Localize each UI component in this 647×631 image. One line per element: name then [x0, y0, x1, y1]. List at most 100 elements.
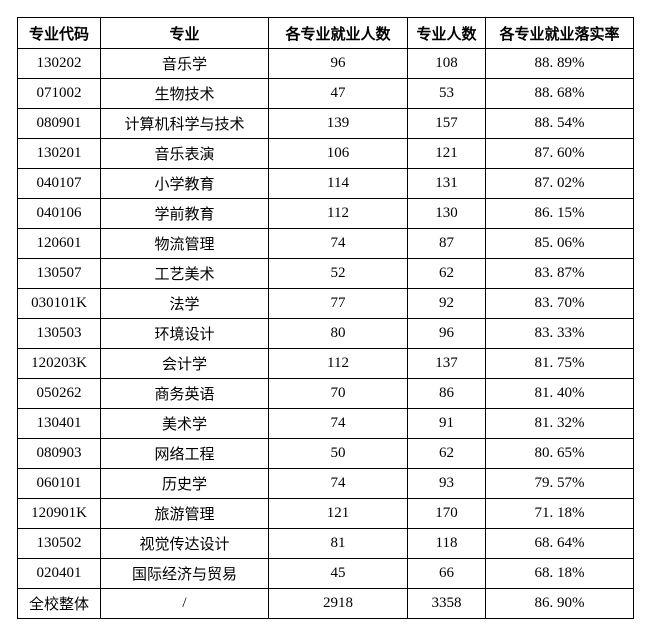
- table-row: 040107 小学教育 114 131 87. 02%: [17, 168, 634, 199]
- cell-total: 62: [407, 438, 486, 469]
- table-row: 030101K 法学 77 92 83. 70%: [17, 288, 634, 319]
- cell-code: 130401: [17, 408, 101, 439]
- cell-rate: 88. 68%: [485, 78, 634, 109]
- col-header-employment-rate: 各专业就业落实率: [485, 17, 634, 49]
- cell-employed: 74: [268, 228, 408, 259]
- cell-major: 网络工程: [100, 438, 269, 469]
- cell-rate: 88. 89%: [485, 48, 634, 79]
- col-header-major-count: 专业人数: [407, 17, 486, 49]
- cell-total: 170: [407, 498, 486, 529]
- cell-total: 92: [407, 288, 486, 319]
- cell-total: 108: [407, 48, 486, 79]
- cell-major: 物流管理: [100, 228, 269, 259]
- col-header-employed-count: 各专业就业人数: [268, 17, 408, 49]
- cell-code: 全校整体: [17, 588, 101, 619]
- cell-code: 050262: [17, 378, 101, 409]
- cell-employed: 139: [268, 108, 408, 139]
- cell-rate: 80. 65%: [485, 438, 634, 469]
- cell-rate: 85. 06%: [485, 228, 634, 259]
- cell-rate: 71. 18%: [485, 498, 634, 529]
- table-row: 020401 国际经济与贸易 45 66 68. 18%: [17, 558, 634, 589]
- cell-major: 美术学: [100, 408, 269, 439]
- cell-major: /: [100, 588, 269, 619]
- cell-rate: 88. 54%: [485, 108, 634, 139]
- cell-employed: 121: [268, 498, 408, 529]
- table-row: 130401 美术学 74 91 81. 32%: [17, 408, 634, 439]
- cell-major: 音乐表演: [100, 138, 269, 169]
- cell-employed: 112: [268, 198, 408, 229]
- cell-employed: 74: [268, 468, 408, 499]
- cell-major: 会计学: [100, 348, 269, 379]
- cell-employed: 74: [268, 408, 408, 439]
- cell-employed: 70: [268, 378, 408, 409]
- cell-rate: 68. 18%: [485, 558, 634, 589]
- cell-rate: 87. 60%: [485, 138, 634, 169]
- table-row: 120203K 会计学 112 137 81. 75%: [17, 348, 634, 379]
- cell-rate: 86. 90%: [485, 588, 634, 619]
- cell-code: 040106: [17, 198, 101, 229]
- cell-code: 020401: [17, 558, 101, 589]
- cell-code: 080901: [17, 108, 101, 139]
- cell-total: 93: [407, 468, 486, 499]
- cell-total: 130: [407, 198, 486, 229]
- cell-code: 120203K: [17, 348, 101, 379]
- cell-employed: 96: [268, 48, 408, 79]
- cell-major: 视觉传达设计: [100, 528, 269, 559]
- table-row: 130503 环境设计 80 96 83. 33%: [17, 318, 634, 349]
- col-header-major-code: 专业代码: [17, 17, 101, 49]
- cell-code: 130502: [17, 528, 101, 559]
- cell-rate: 79. 57%: [485, 468, 634, 499]
- cell-rate: 83. 33%: [485, 318, 634, 349]
- cell-total: 131: [407, 168, 486, 199]
- cell-code: 030101K: [17, 288, 101, 319]
- cell-total: 86: [407, 378, 486, 409]
- table-row: 050262 商务英语 70 86 81. 40%: [17, 378, 634, 409]
- table-row: 080901 计算机科学与技术 139 157 88. 54%: [17, 108, 634, 139]
- table-row-school-total: 全校整体 / 2918 3358 86. 90%: [17, 588, 634, 619]
- table-row: 130201 音乐表演 106 121 87. 60%: [17, 138, 634, 169]
- cell-employed: 47: [268, 78, 408, 109]
- cell-major: 环境设计: [100, 318, 269, 349]
- cell-employed: 114: [268, 168, 408, 199]
- cell-major: 商务英语: [100, 378, 269, 409]
- cell-total: 137: [407, 348, 486, 379]
- cell-code: 080903: [17, 438, 101, 469]
- cell-code: 060101: [17, 468, 101, 499]
- cell-rate: 81. 40%: [485, 378, 634, 409]
- cell-total: 118: [407, 528, 486, 559]
- cell-employed: 106: [268, 138, 408, 169]
- cell-total: 3358: [407, 588, 486, 619]
- cell-major: 旅游管理: [100, 498, 269, 529]
- cell-code: 130202: [17, 48, 101, 79]
- cell-rate: 83. 87%: [485, 258, 634, 289]
- cell-employed: 81: [268, 528, 408, 559]
- table-row: 130502 视觉传达设计 81 118 68. 64%: [17, 528, 634, 559]
- cell-major: 小学教育: [100, 168, 269, 199]
- cell-employed: 112: [268, 348, 408, 379]
- cell-total: 62: [407, 258, 486, 289]
- table-row: 071002 生物技术 47 53 88. 68%: [17, 78, 634, 109]
- employment-rate-table: 专业代码 专业 各专业就业人数 专业人数 各专业就业落实率 130202 音乐学…: [17, 17, 634, 619]
- cell-major: 历史学: [100, 468, 269, 499]
- cell-code: 120601: [17, 228, 101, 259]
- cell-employed: 2918: [268, 588, 408, 619]
- cell-rate: 81. 75%: [485, 348, 634, 379]
- table-row: 080903 网络工程 50 62 80. 65%: [17, 438, 634, 469]
- col-header-major: 专业: [100, 17, 269, 49]
- cell-major: 工艺美术: [100, 258, 269, 289]
- cell-major: 法学: [100, 288, 269, 319]
- cell-major: 计算机科学与技术: [100, 108, 269, 139]
- cell-major: 国际经济与贸易: [100, 558, 269, 589]
- cell-total: 53: [407, 78, 486, 109]
- cell-total: 91: [407, 408, 486, 439]
- cell-total: 121: [407, 138, 486, 169]
- cell-code: 040107: [17, 168, 101, 199]
- cell-total: 157: [407, 108, 486, 139]
- cell-code: 130507: [17, 258, 101, 289]
- cell-major: 学前教育: [100, 198, 269, 229]
- cell-code: 130201: [17, 138, 101, 169]
- cell-employed: 45: [268, 558, 408, 589]
- cell-code: 120901K: [17, 498, 101, 529]
- table-row: 040106 学前教育 112 130 86. 15%: [17, 198, 634, 229]
- cell-rate: 68. 64%: [485, 528, 634, 559]
